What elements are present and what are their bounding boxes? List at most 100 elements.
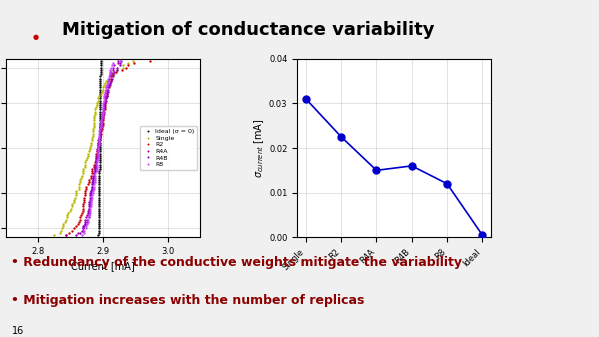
Point [112,67,122,72]
Point [71,193,81,198]
Point [72,188,81,194]
Point [96,124,106,130]
Point [115,63,125,68]
Point [107,71,117,77]
Point [96,67,105,72]
Point [95,131,104,136]
Point [102,94,111,99]
Point [89,171,99,176]
Point [77,210,87,216]
Point [99,96,108,101]
Point [108,60,118,66]
Point [95,166,104,172]
Point [90,175,99,181]
Point [93,228,103,233]
Point [94,215,104,220]
Point [74,219,84,224]
Point [92,157,101,163]
Point [98,111,108,117]
Point [97,113,107,119]
Point [95,129,105,134]
Point [107,69,116,75]
Point [71,223,80,229]
Point [94,140,104,145]
Point [109,69,119,75]
Point [80,164,89,170]
Point [96,124,105,130]
Point [94,206,104,211]
Point [98,107,108,112]
Point [86,202,95,207]
Point [96,118,106,123]
Point [87,180,97,185]
Text: • Redundancy of the conductive weights mitigate the variability: • Redundancy of the conductive weights m… [11,256,462,269]
Point [84,206,94,211]
Point [83,151,93,156]
Point [80,160,90,165]
Text: Mitigation of conductance variability: Mitigation of conductance variability [62,22,435,39]
Point [99,111,109,117]
Point [108,67,117,72]
Point [81,157,90,163]
Point [80,195,89,200]
Point [78,168,87,174]
Point [93,151,102,156]
Point [96,74,105,79]
Point [86,199,96,205]
Point [103,89,113,94]
Point [83,213,92,218]
Point [94,137,104,143]
Point [93,137,103,143]
Point [93,155,102,161]
Point [84,177,93,183]
Point [68,228,77,233]
Point [92,168,101,174]
Point [84,149,93,154]
Point [129,60,139,66]
Point [91,157,101,163]
Point [94,226,104,231]
Point [93,157,102,163]
Point [95,190,104,196]
Point [95,160,104,165]
Point [90,182,99,187]
Point [95,186,104,191]
Point [102,94,112,99]
Point [100,107,110,112]
Point [61,233,71,238]
Point [95,168,104,174]
Point [102,89,112,94]
Point [80,162,90,167]
Point [90,107,100,112]
Point [96,129,105,134]
Point [94,221,104,227]
Point [83,217,92,222]
Point [96,76,105,81]
Point [113,60,123,66]
Point [77,233,87,238]
Point [95,137,105,143]
Point [89,118,99,123]
Point [87,193,96,198]
Point [94,213,104,218]
Point [99,104,108,110]
Point [93,233,103,238]
Point [68,202,77,207]
Point [92,160,101,165]
Point [84,210,94,216]
Point [101,89,110,94]
Point [95,149,104,154]
Point [100,100,110,105]
Point [95,173,104,178]
Point [95,116,105,121]
Text: 16: 16 [12,326,24,336]
Point [83,210,92,216]
Point [111,69,121,75]
Point [58,223,68,229]
Point [93,96,103,101]
Point [95,133,105,139]
Point [89,127,98,132]
Point [62,215,71,220]
Point [74,186,83,191]
Point [93,142,103,147]
